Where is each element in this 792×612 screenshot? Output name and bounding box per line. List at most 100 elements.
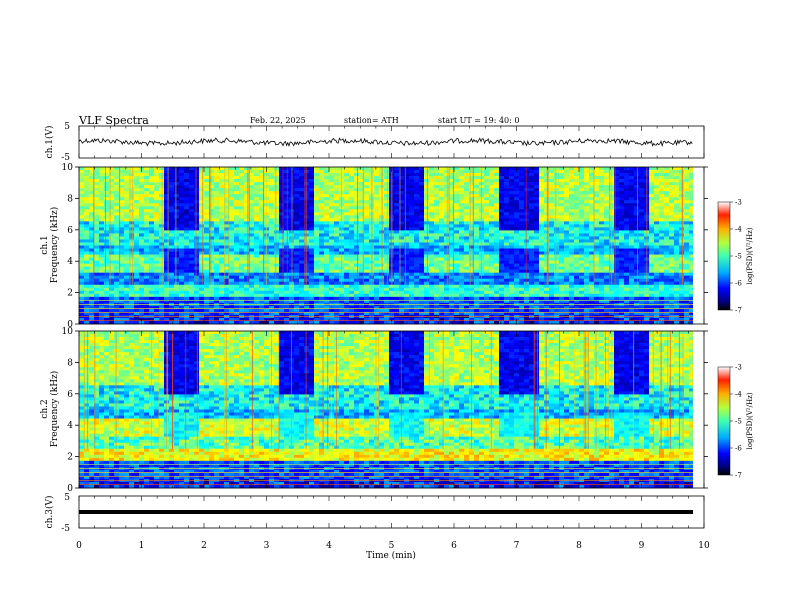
spectrogram-cell bbox=[319, 254, 325, 258]
spectrogram-cell bbox=[384, 299, 390, 304]
spectrogram-cell bbox=[504, 206, 510, 210]
spectrogram-cell bbox=[364, 200, 370, 204]
spectrogram-cell bbox=[374, 308, 380, 313]
spectrogram-cell bbox=[474, 227, 480, 231]
spectrogram-cell bbox=[429, 284, 435, 289]
spectrogram-cell bbox=[119, 290, 125, 295]
spectrogram-cell bbox=[94, 188, 100, 192]
spectrogram-cell bbox=[439, 317, 445, 322]
spectrogram-cell bbox=[354, 320, 360, 325]
spectrogram-cell bbox=[354, 248, 360, 252]
spectrogram-cell bbox=[529, 179, 535, 183]
spectrogram-cell bbox=[89, 191, 95, 195]
spectrogram-cell bbox=[164, 242, 170, 246]
spectrogram-cell bbox=[449, 170, 455, 174]
spectrogram-cell bbox=[399, 227, 405, 231]
spectrogram-cell bbox=[294, 296, 300, 301]
spectrogram-cell bbox=[474, 260, 480, 264]
spectrogram-cell bbox=[344, 242, 350, 246]
spectrogram-cell bbox=[184, 296, 190, 301]
spectrogram-cell bbox=[314, 191, 320, 195]
spectrogram-cell bbox=[204, 305, 210, 310]
spectrogram-cell bbox=[374, 275, 380, 280]
spectrogram-cell bbox=[449, 257, 455, 261]
spectrogram-cell bbox=[184, 173, 190, 177]
spectrogram-cell bbox=[519, 317, 525, 322]
spectrogram-cell bbox=[229, 233, 235, 237]
spectrogram-cell bbox=[314, 266, 320, 270]
spectrogram-cell bbox=[89, 272, 95, 276]
spectrogram-cell bbox=[484, 200, 490, 204]
spectrogram-cell bbox=[399, 197, 405, 201]
spectrogram-cell bbox=[554, 185, 560, 189]
spectrogram-cell bbox=[119, 320, 125, 325]
spectrogram-cell bbox=[249, 182, 255, 186]
spectrogram-cell bbox=[359, 296, 365, 301]
spectrogram-cell bbox=[149, 254, 155, 258]
spectrogram-cell bbox=[184, 239, 190, 243]
spectrogram-cell bbox=[149, 176, 155, 180]
spectrogram-cell bbox=[359, 281, 365, 286]
spectrogram-cell bbox=[189, 257, 195, 261]
spectrogram-cell bbox=[184, 254, 190, 258]
spectrogram-cell bbox=[349, 230, 355, 234]
spectrogram-cell bbox=[159, 197, 165, 201]
spectrogram-cell bbox=[189, 296, 195, 301]
spectrogram-cell bbox=[539, 227, 545, 231]
spectrogram-cell bbox=[409, 182, 415, 186]
spectrogram-cell bbox=[454, 197, 460, 201]
spectrogram-cell bbox=[179, 242, 185, 246]
spectrogram-cell bbox=[189, 191, 195, 195]
spectrogram-cell bbox=[234, 236, 240, 240]
spectrogram-cell bbox=[459, 257, 465, 261]
spectrogram-cell bbox=[464, 236, 470, 240]
spectrogram-cell bbox=[359, 227, 365, 231]
spectrogram-cell bbox=[534, 317, 540, 322]
spectrogram-cell bbox=[89, 275, 95, 280]
spectrogram-cell bbox=[434, 203, 440, 207]
spectrogram-cell bbox=[349, 260, 355, 264]
spectrogram-cell bbox=[489, 179, 495, 183]
spectrogram-cell bbox=[199, 227, 205, 231]
spectrogram-cell bbox=[384, 227, 390, 231]
spectrogram-cell bbox=[534, 218, 540, 222]
spectrogram-cell bbox=[539, 236, 545, 240]
spectrogram-cell bbox=[494, 182, 500, 186]
spectrogram-cell bbox=[99, 287, 105, 292]
spectrogram-cell bbox=[429, 248, 435, 252]
spectrogram-cell bbox=[529, 197, 535, 201]
spectrogram-cell bbox=[174, 320, 180, 325]
spectrogram-cell bbox=[314, 239, 320, 243]
spectrogram-cell bbox=[249, 251, 255, 255]
spectrogram-cell bbox=[319, 260, 325, 264]
spectrogram-cell bbox=[459, 179, 465, 183]
spectrogram-cell bbox=[124, 170, 130, 174]
spectrogram-cell bbox=[484, 188, 490, 192]
spectrogram-cell bbox=[154, 284, 160, 289]
spectrogram-cell bbox=[319, 221, 325, 225]
spectrogram-cell bbox=[219, 203, 225, 207]
spectrogram-cell bbox=[119, 212, 125, 216]
spectrogram-cell bbox=[429, 266, 435, 270]
spectrogram-cell bbox=[254, 287, 260, 292]
spectrogram-cell bbox=[549, 260, 555, 264]
spectrogram-cell bbox=[209, 176, 215, 180]
spectrogram-cell bbox=[359, 266, 365, 270]
spectrogram-cell bbox=[349, 185, 355, 189]
spectrogram-cell bbox=[254, 320, 260, 325]
spectrogram-cell bbox=[494, 293, 500, 298]
spectrogram-cell bbox=[154, 308, 160, 313]
spectrogram-cell bbox=[79, 311, 85, 316]
spectrogram-cell bbox=[454, 206, 460, 210]
spectrogram-cell bbox=[349, 239, 355, 243]
spectrogram-cell bbox=[94, 236, 100, 240]
spectrogram-cell bbox=[534, 266, 540, 270]
spectrogram-cell bbox=[79, 209, 85, 213]
spectrogram-cell bbox=[319, 257, 325, 261]
spectrogram-cell bbox=[464, 221, 470, 225]
spectrogram-cell bbox=[99, 311, 105, 316]
spectrogram-cell bbox=[214, 236, 220, 240]
spectrogram-cell bbox=[429, 245, 435, 249]
spectrogram-cell bbox=[149, 284, 155, 289]
spectrogram-cell bbox=[554, 266, 560, 270]
